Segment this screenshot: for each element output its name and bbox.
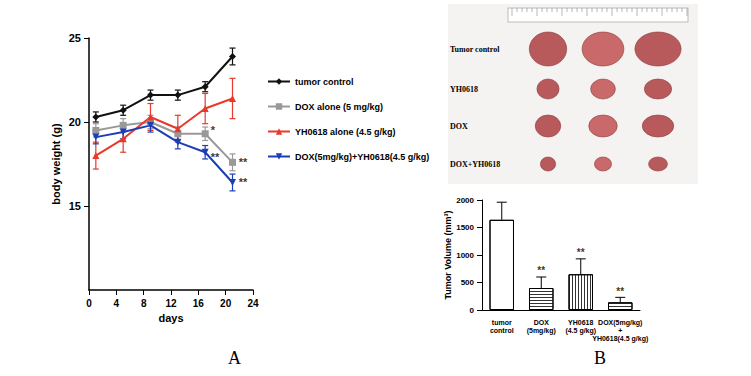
svg-text:YH0618 alone (4.5 g/kg): YH0618 alone (4.5 g/kg) xyxy=(295,127,396,137)
svg-text:0: 0 xyxy=(470,306,475,315)
svg-text:DOX+YH0618: DOX+YH0618 xyxy=(450,160,500,169)
svg-text:1000: 1000 xyxy=(456,251,474,260)
svg-text:(5mg/kg): (5mg/kg) xyxy=(527,327,556,335)
html-text:A: A xyxy=(228,348,241,368)
svg-text:YH0618: YH0618 xyxy=(568,319,593,326)
svg-text:2000: 2000 xyxy=(456,196,474,205)
svg-text:0: 0 xyxy=(86,298,92,309)
svg-text:8: 8 xyxy=(141,298,147,309)
svg-text:DOX(5mg/kg): DOX(5mg/kg) xyxy=(598,319,642,327)
svg-text:20: 20 xyxy=(69,116,81,128)
svg-text:body weight (g): body weight (g) xyxy=(50,123,62,205)
svg-text:Tumor control: Tumor control xyxy=(450,45,500,54)
svg-text:20: 20 xyxy=(220,298,232,309)
svg-text:+: + xyxy=(618,327,622,334)
svg-text:DOX: DOX xyxy=(450,122,468,131)
svg-text:15: 15 xyxy=(69,200,81,212)
svg-text:*: * xyxy=(211,124,216,136)
svg-text:YH0618(4.5 g/kg): YH0618(4.5 g/kg) xyxy=(592,335,648,343)
html-text:B: B xyxy=(594,348,606,368)
svg-text:days: days xyxy=(158,312,183,324)
svg-text:500: 500 xyxy=(461,278,475,287)
svg-text:**: ** xyxy=(239,176,248,188)
svg-text:**: ** xyxy=(239,156,248,168)
svg-text:**: ** xyxy=(211,151,220,163)
svg-text:24: 24 xyxy=(247,298,259,309)
svg-text:tumor: tumor xyxy=(492,319,512,326)
svg-text:**: ** xyxy=(577,247,585,258)
svg-text:**: ** xyxy=(616,286,624,297)
svg-text:12: 12 xyxy=(165,298,177,309)
svg-text:Tumor Volume (mm³): Tumor Volume (mm³) xyxy=(443,210,453,299)
svg-text:25: 25 xyxy=(69,32,81,44)
svg-text:1500: 1500 xyxy=(456,223,474,232)
svg-text:DOX(5mg/kg)+YH0618(4.5 g/kg): DOX(5mg/kg)+YH0618(4.5 g/kg) xyxy=(295,152,429,162)
svg-text:DOX: DOX xyxy=(534,319,550,326)
svg-text:(4.5 g/kg): (4.5 g/kg) xyxy=(565,327,596,335)
svg-text:DOX alone (5 mg/kg): DOX alone (5 mg/kg) xyxy=(295,102,383,112)
svg-text:YH0618: YH0618 xyxy=(450,85,478,94)
svg-text:tumor control: tumor control xyxy=(295,77,354,87)
svg-text:16: 16 xyxy=(193,298,205,309)
svg-text:control: control xyxy=(490,327,514,334)
svg-text:**: ** xyxy=(537,265,545,276)
svg-text:4: 4 xyxy=(114,298,120,309)
